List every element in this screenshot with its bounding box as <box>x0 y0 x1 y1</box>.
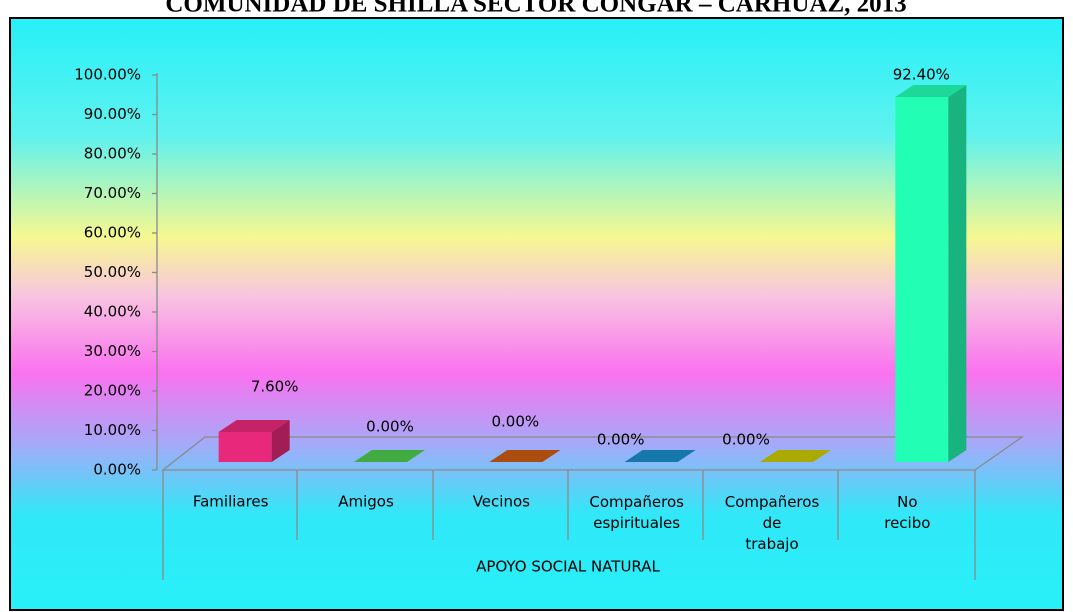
axes <box>156 73 1025 580</box>
data-label: 0.00% <box>492 413 540 431</box>
y-tick-label: 50.00% <box>84 263 141 281</box>
bar-side <box>948 85 967 463</box>
y-tick-label: 10.00% <box>84 421 141 439</box>
x-axis-title: APOYO SOCIAL NATURAL <box>476 558 660 576</box>
y-tick-label: 60.00% <box>84 224 141 242</box>
x-tick-label: Compañeros de trabajo <box>725 493 820 553</box>
x-tick-label: Familiares <box>193 493 269 511</box>
data-label: 0.00% <box>597 431 645 449</box>
y-tick-label: 30.00% <box>84 342 141 360</box>
y-tick-label: 80.00% <box>84 145 141 163</box>
y-tick-label: 40.00% <box>84 303 141 321</box>
bar-front <box>218 431 272 462</box>
bar-top <box>895 85 967 98</box>
y-tick-label: 100.00% <box>74 66 141 84</box>
data-label: 7.60% <box>251 377 299 395</box>
bar-side <box>271 419 290 462</box>
bar-front <box>895 97 949 463</box>
x-tick-label: No recibo <box>884 493 930 532</box>
data-label: 0.00% <box>366 418 414 436</box>
y-tick-label: 90.00% <box>84 105 141 123</box>
y-tick-label: 70.00% <box>84 184 141 202</box>
floor <box>161 436 1025 471</box>
x-tick-label: Compañeros espirituales <box>589 493 684 532</box>
plot-background <box>9 17 1064 611</box>
chart-title: COMUNIDAD DE SHILLA SECTOR CONGAR – CARH… <box>165 0 906 18</box>
y-tick-label: 20.00% <box>84 382 141 400</box>
bar-top <box>218 419 290 432</box>
bar-top <box>354 450 425 462</box>
data-label: 0.00% <box>722 431 770 449</box>
bar-top <box>489 450 561 462</box>
y-tick-label: 0.00% <box>93 461 141 479</box>
bar-top <box>760 450 831 462</box>
x-tick-label: Vecinos <box>473 493 530 511</box>
bar-top <box>624 450 696 462</box>
x-tick-label: Amigos <box>338 493 394 511</box>
data-label: 92.40% <box>893 66 950 84</box>
